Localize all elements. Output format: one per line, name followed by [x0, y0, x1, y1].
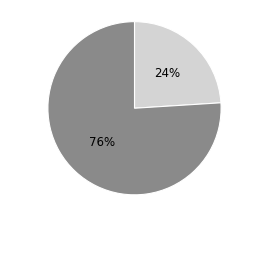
Text: 24%: 24% — [154, 67, 180, 80]
Wedge shape — [134, 22, 221, 108]
Wedge shape — [48, 22, 221, 195]
Text: 76%: 76% — [89, 136, 115, 149]
